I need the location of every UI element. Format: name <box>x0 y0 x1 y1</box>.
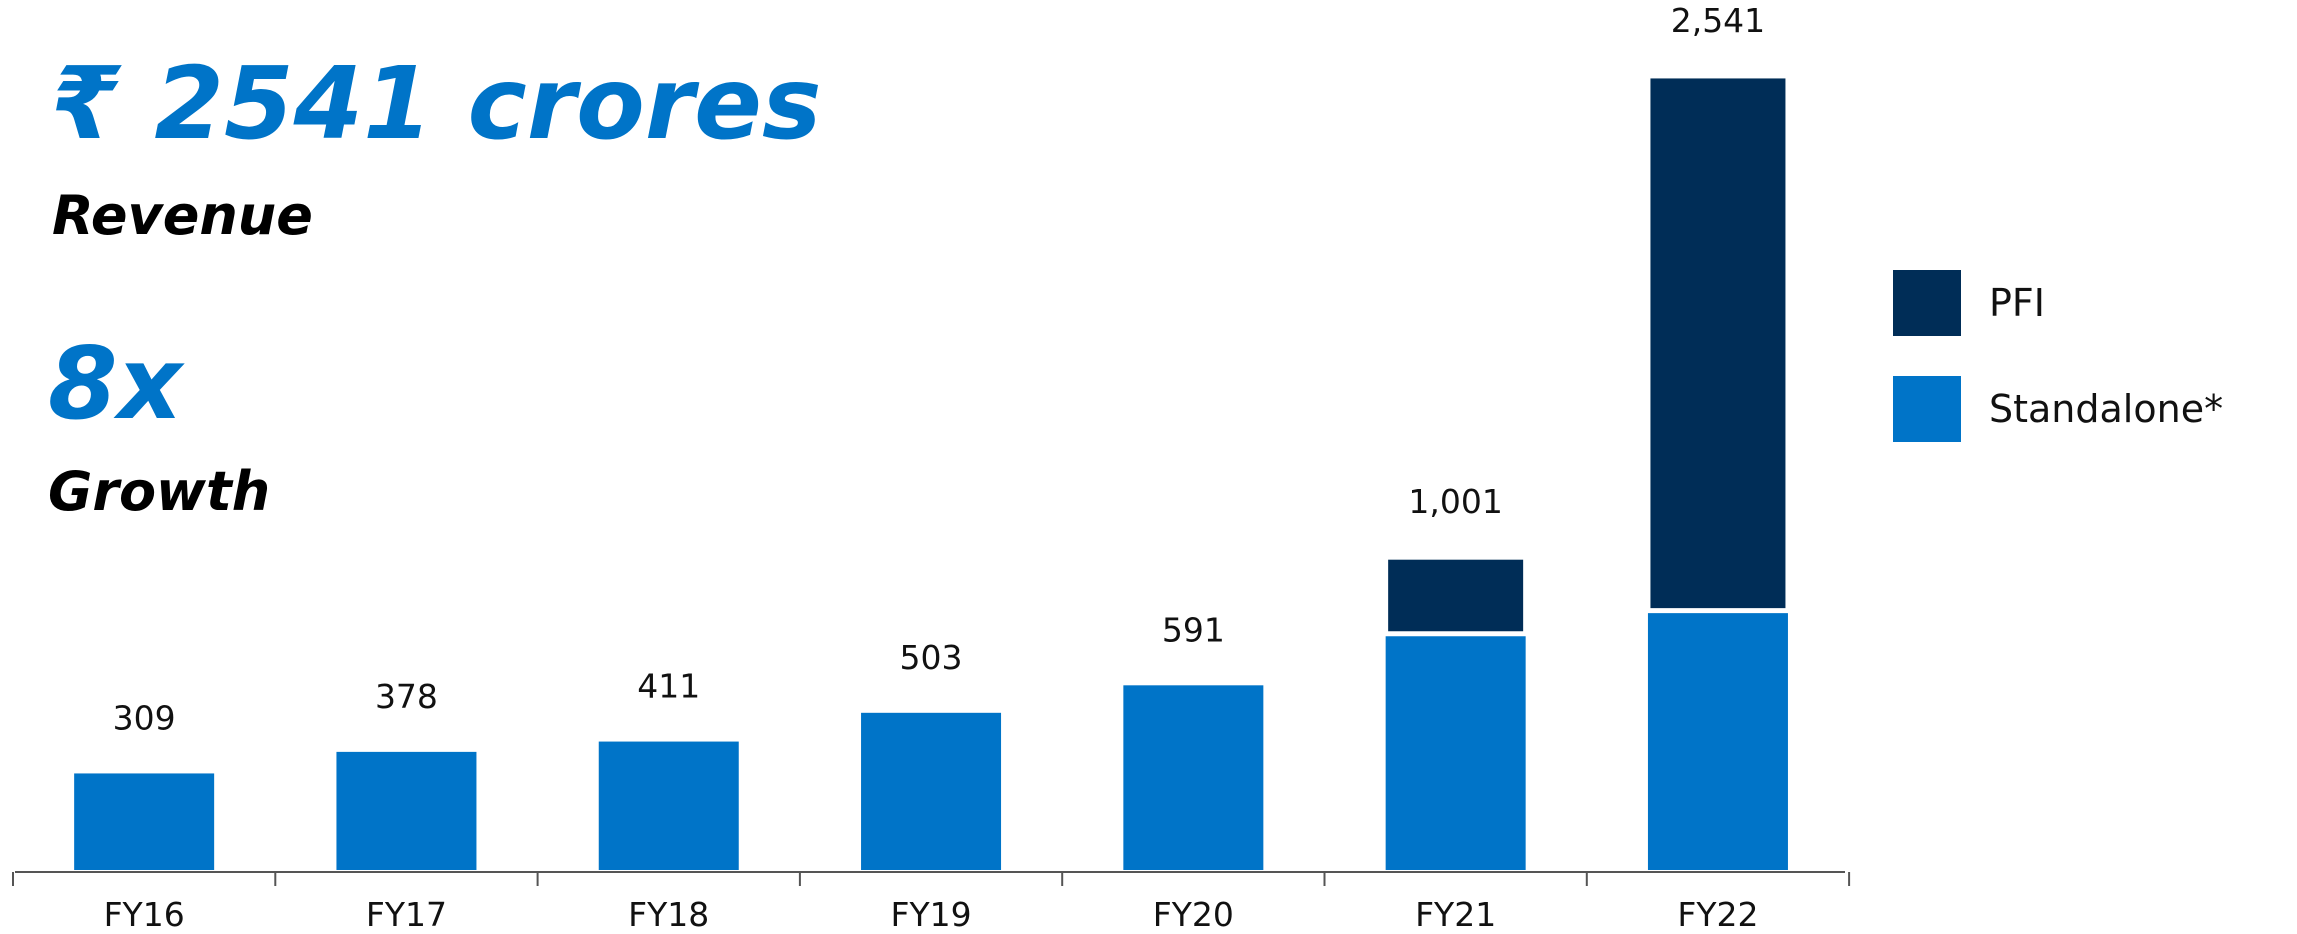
x-tick-label: FY19 <box>890 895 971 934</box>
total-label: 378 <box>375 677 438 716</box>
legend-swatch <box>1893 270 1961 336</box>
total-label: 411 <box>637 667 700 706</box>
x-tick-label: FY16 <box>104 895 185 934</box>
total-label: 2,541 <box>1671 1 1765 40</box>
bar-segment <box>1647 610 1788 870</box>
bar-segment <box>1385 633 1526 870</box>
bar-segment <box>1123 685 1264 870</box>
bar-segment <box>1645 73 1791 614</box>
legend-swatch <box>1893 376 1961 442</box>
x-tick-label: FY20 <box>1153 895 1234 934</box>
legend-label: PFI <box>1989 281 2045 325</box>
bar-segment <box>1383 554 1529 637</box>
total-label: 1,001 <box>1408 482 1502 521</box>
growth-caption: Growth <box>48 460 270 523</box>
total-label: 591 <box>1162 610 1225 649</box>
headline: ₹ 2541 crores <box>50 45 821 162</box>
x-tick-label: FY22 <box>1677 895 1758 934</box>
bar-segment <box>74 773 215 870</box>
headline-caption: Revenue <box>52 184 313 247</box>
bar-segment <box>861 712 1002 870</box>
bar-segment <box>598 741 739 870</box>
total-label: 503 <box>900 638 963 677</box>
x-tick-label: FY17 <box>366 895 447 934</box>
x-tick-label: FY21 <box>1415 895 1496 934</box>
total-label: 309 <box>113 698 176 737</box>
growth: 8x <box>48 325 186 442</box>
bar-segment <box>336 751 477 870</box>
x-tick-label: FY18 <box>628 895 709 934</box>
legend-label: Standalone* <box>1989 387 2223 431</box>
